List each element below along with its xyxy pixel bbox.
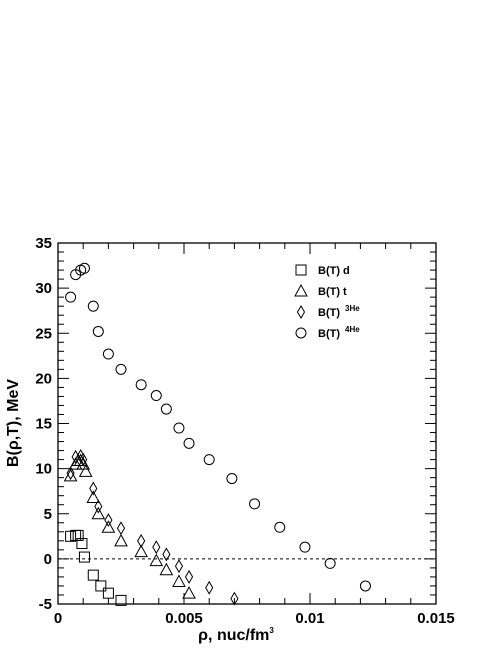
data-point-triangle — [172, 574, 186, 587]
data-point-triangle — [149, 553, 164, 567]
data-point-diamond — [116, 521, 126, 536]
data-point-square — [76, 538, 88, 550]
data-point-diamond — [230, 591, 239, 606]
data-point-square — [95, 580, 107, 592]
data-point-diamond — [66, 466, 75, 481]
legend-marker-square — [295, 264, 307, 276]
data-point-circle — [173, 422, 185, 434]
legend-label: B(T) 4He — [318, 325, 360, 340]
data-point-circle — [150, 390, 162, 402]
data-point-circle — [299, 541, 311, 553]
legend-label: B(T) 3He — [318, 304, 360, 319]
data-point-diamond — [174, 559, 184, 574]
data-point-diamond — [79, 452, 88, 467]
data-point-diamond — [184, 569, 194, 584]
y-tick-label: 15 — [35, 416, 52, 433]
x-axis-label: ρ, nuc/fm3 — [198, 626, 274, 644]
data-point-circle — [92, 325, 104, 337]
data-point-circle — [183, 437, 195, 449]
data-point-square — [72, 529, 84, 541]
data-point-diamond — [152, 540, 161, 555]
data-point-circle — [87, 300, 99, 312]
x-tick-label: 0.015 — [417, 610, 455, 627]
y-axis-label: B(ρ,T), MeV — [5, 379, 22, 467]
data-point-triangle — [134, 544, 149, 558]
y-tick-label: 10 — [35, 461, 52, 478]
legend-entry: B(T) 4He — [295, 325, 360, 340]
legend-label-main: B(T) — [318, 328, 343, 340]
y-tick-label: 0 — [44, 551, 52, 568]
y-tick-label: 25 — [35, 325, 52, 342]
data-point-circle — [78, 262, 90, 274]
legend-entry: B(T) 3He — [296, 304, 360, 319]
data-point-circle — [102, 348, 114, 360]
data-point-circle — [135, 379, 147, 391]
x-axis-label-main: ρ, nuc/fm — [198, 627, 269, 644]
legend-marker-diamond — [296, 305, 306, 319]
data-point-diamond — [89, 481, 98, 496]
data-point-triangle — [63, 468, 78, 482]
series-diamond — [66, 448, 239, 606]
data-point-triangle — [86, 490, 101, 504]
data-point-square — [78, 551, 90, 563]
series-square — [65, 529, 127, 606]
data-point-diamond — [137, 533, 146, 548]
data-point-diamond — [205, 580, 214, 595]
x-axis-label-sup: 3 — [269, 626, 274, 635]
data-point-circle — [226, 473, 238, 485]
legend-entry: B(T) d — [295, 264, 350, 277]
data-point-square — [102, 587, 114, 599]
y-tick-label: 20 — [35, 370, 52, 387]
y-tick-label: -5 — [39, 596, 52, 613]
data-point-circle — [65, 291, 77, 303]
data-point-triangle — [159, 562, 174, 576]
data-point-circle — [203, 454, 215, 466]
legend-label-sup: 3He — [345, 304, 360, 313]
data-point-diamond — [94, 499, 103, 514]
legend-label-main: B(T) — [318, 307, 343, 319]
x-tick-label: 0.01 — [295, 610, 324, 627]
data-point-circle — [115, 363, 127, 375]
data-point-triangle — [114, 533, 128, 547]
legend-marker-triangle — [294, 283, 308, 297]
series-triangle — [63, 453, 196, 599]
data-markers — [63, 262, 371, 606]
data-point-triangle — [182, 586, 196, 599]
data-point-circle — [160, 403, 172, 415]
x-tick-label: 0.005 — [165, 610, 203, 627]
data-point-triangle — [91, 506, 106, 520]
data-point-square — [115, 594, 127, 606]
legend-label-sup: 4He — [345, 325, 360, 334]
legend-label-main: B(T) d — [318, 265, 350, 277]
y-tick-label: 35 — [35, 235, 52, 252]
series-circle — [65, 262, 371, 592]
data-point-triangle — [101, 520, 116, 533]
data-point-circle — [359, 580, 371, 592]
data-point-circle — [249, 498, 261, 510]
legend-label: B(T) t — [318, 286, 347, 298]
data-point-diamond — [162, 547, 171, 562]
legend-marker-circle — [295, 327, 307, 339]
plot-frame — [57, 242, 437, 605]
data-point-square — [87, 569, 99, 581]
y-tick-label: 5 — [44, 506, 52, 523]
data-point-diamond — [104, 513, 113, 528]
data-point-circle — [324, 557, 336, 569]
data-point-circle — [274, 521, 286, 533]
y-tick-label: 30 — [35, 280, 52, 297]
x-tick-label: 0 — [54, 610, 62, 627]
legend-label-main: B(T) t — [318, 286, 347, 298]
data-point-triangle — [78, 464, 93, 477]
legend-label: B(T) d — [318, 265, 350, 277]
legend-entry: B(T) t — [294, 283, 347, 298]
